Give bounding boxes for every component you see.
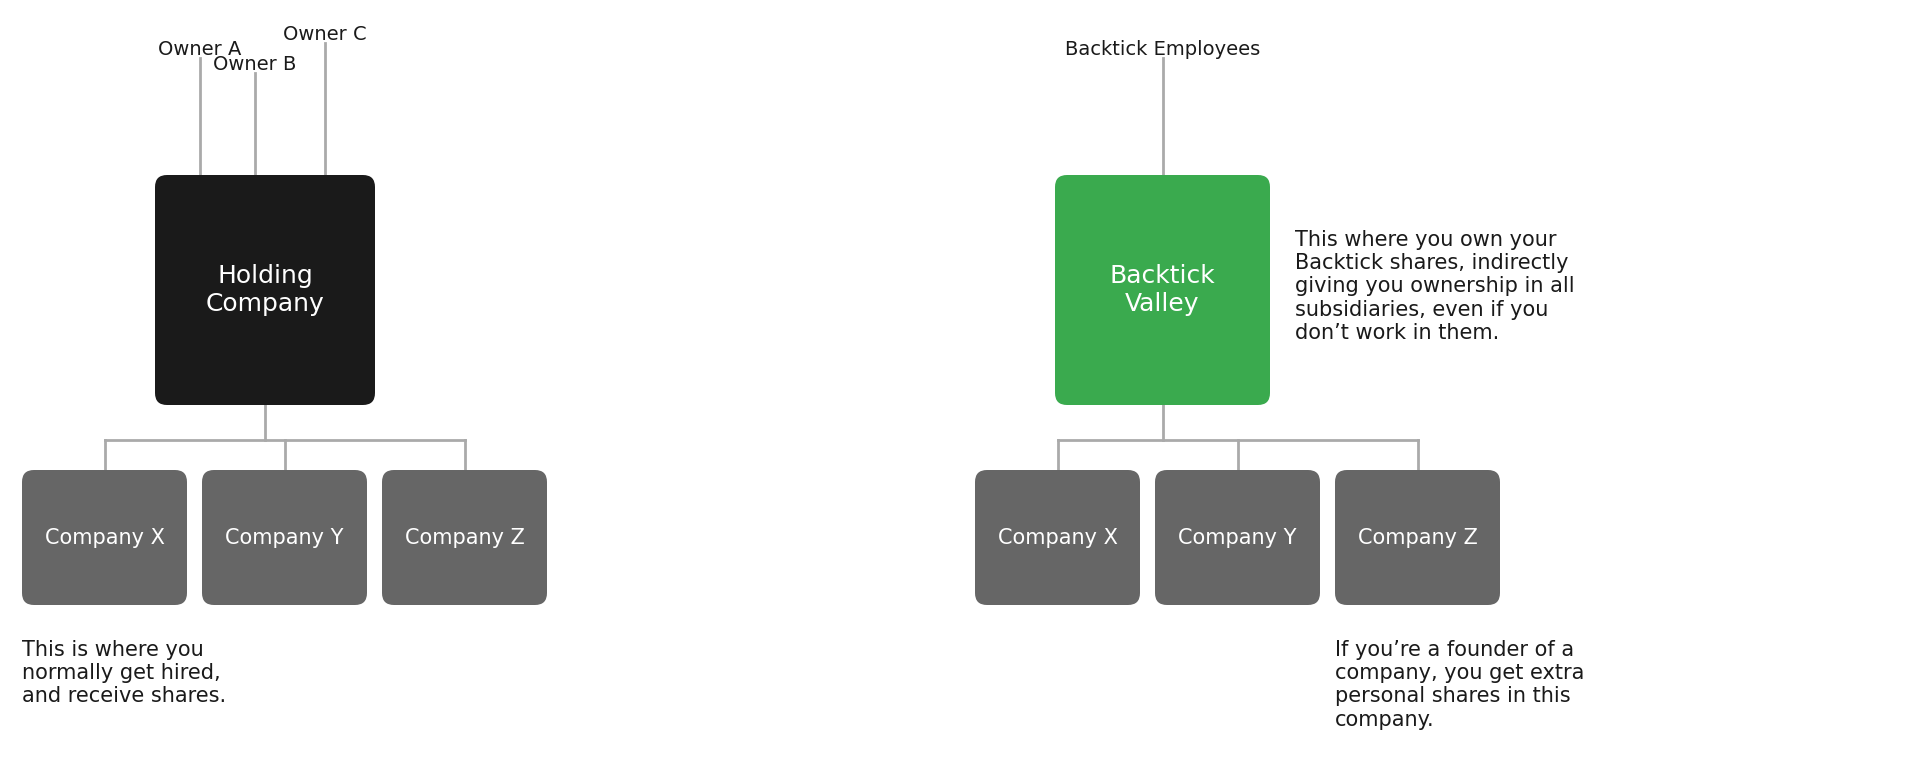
- FancyBboxPatch shape: [975, 470, 1140, 605]
- FancyBboxPatch shape: [382, 470, 547, 605]
- Text: Company X: Company X: [998, 527, 1117, 547]
- FancyBboxPatch shape: [202, 470, 367, 605]
- Text: Company Y: Company Y: [225, 527, 344, 547]
- Text: Holding
Company: Holding Company: [205, 264, 324, 316]
- Text: This where you own your
Backtick shares, indirectly
giving you ownership in all
: This where you own your Backtick shares,…: [1294, 230, 1574, 343]
- Text: Company Z: Company Z: [1357, 527, 1476, 547]
- FancyBboxPatch shape: [21, 470, 186, 605]
- FancyBboxPatch shape: [1054, 175, 1269, 405]
- Text: Company X: Company X: [44, 527, 165, 547]
- FancyBboxPatch shape: [156, 175, 374, 405]
- Text: Backtick
Valley: Backtick Valley: [1110, 264, 1215, 316]
- Text: Owner C: Owner C: [282, 25, 367, 44]
- Text: If you’re a founder of a
company, you get extra
personal shares in this
company.: If you’re a founder of a company, you ge…: [1334, 640, 1584, 729]
- Text: Backtick Employees: Backtick Employees: [1066, 40, 1260, 59]
- Text: This is where you
normally get hired,
and receive shares.: This is where you normally get hired, an…: [21, 640, 227, 706]
- Text: Owner A: Owner A: [157, 40, 242, 59]
- FancyBboxPatch shape: [1334, 470, 1500, 605]
- Text: Company Z: Company Z: [405, 527, 524, 547]
- FancyBboxPatch shape: [1156, 470, 1321, 605]
- Text: Company Y: Company Y: [1179, 527, 1296, 547]
- Text: Owner B: Owner B: [213, 55, 298, 74]
